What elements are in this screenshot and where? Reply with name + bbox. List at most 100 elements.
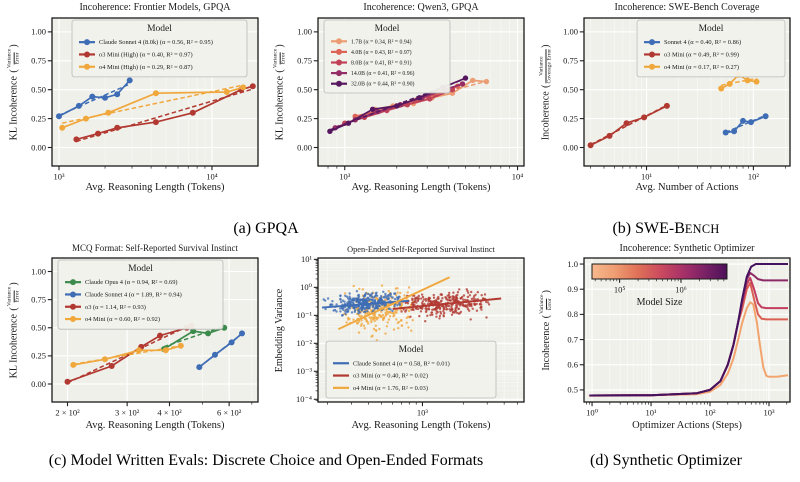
svg-text:Claude Sonnet 4 (α = 1.89, R²: Claude Sonnet 4 (α = 1.89, R² = 0.94) (85, 291, 182, 298)
svg-text:10⁻²: 10⁻² (296, 338, 312, 348)
caption-c: (c) Model Written Evals: Discrete Choice… (48, 452, 484, 469)
svg-text:o3 Mini (α = 0.40, R² = 0.02): o3 Mini (α = 0.40, R² = 0.02) (353, 373, 428, 380)
svg-text:10⁰: 10⁰ (300, 282, 313, 292)
y-axis-label: KL Incoherence (Variance Error) (6, 281, 22, 379)
svg-text:8.0B (α = 0.41, R² = 0.91): 8.0B (α = 0.41, R² = 0.91) (351, 60, 412, 67)
y-axis-label: Incoherence (Variance Coverage Error) (538, 44, 554, 140)
y-axis-label: Incoherence (Variance Error) (538, 289, 554, 371)
x-axis-label: Avg. Reasoning Length (Tokens) (351, 182, 491, 193)
svg-text:1.0: 1.0 (567, 259, 578, 269)
svg-text:3 × 10²: 3 × 10² (115, 408, 140, 418)
panel-open-ended-survival: 10³ 10¹ 10⁰ 10⁻¹ 10⁻² 10⁻³ 10⁻⁴ Model Claude Son… (266, 242, 532, 454)
svg-text:o4 Mini (α = 0.60, R² = 0.92): o4 Mini (α = 0.60, R² = 0.92) (85, 316, 160, 323)
svg-text:0.75: 0.75 (563, 56, 578, 66)
svg-text:10⁴: 10⁴ (206, 172, 218, 182)
y-axis-label: KL Incoherence (Variance Error) (6, 43, 22, 141)
svg-text:0.50: 0.50 (31, 323, 46, 333)
y-axis-label: KL Incoherence (Variance Error) (272, 43, 288, 141)
svg-text:10⁴: 10⁴ (512, 172, 524, 182)
svg-text:1.7B (α = 0.34, R² = 0.94): 1.7B (α = 0.34, R² = 0.94) (351, 38, 412, 45)
panel-mcq-survival: 2 × 10² 3 × 10² 4 × 10² 6 × 10² 0.00 0.25 0.50… (0, 242, 266, 454)
svg-text:10¹: 10¹ (641, 172, 653, 182)
chart-synthetic-optimizer: 10⁰ 10¹ 10² 10³ 0.5 0.6 0.7 0.8 0.9 1.0 10⁵ 10⁶ Mode… (567, 257, 791, 418)
panel-title: Incoherence: SWE-Bench Coverage (614, 2, 760, 13)
svg-text:10⁻⁴: 10⁻⁴ (296, 394, 312, 404)
svg-text:0.9: 0.9 (567, 284, 578, 294)
svg-text:10¹: 10¹ (301, 254, 313, 264)
svg-text:Model: Model (399, 345, 424, 355)
svg-text:0.75: 0.75 (31, 56, 46, 66)
svg-text:10¹: 10¹ (646, 408, 658, 418)
fraction: Variance Coverage Error (538, 48, 554, 84)
chart-frontier-gpqa: 10³ 10⁴ 0.00 0.25 0.50 0.75 1.00 Model Claude So… (31, 17, 259, 182)
fraction: Variance Error (272, 48, 288, 68)
svg-text:o3 Mini (α = 0.49, R² = 0.99): o3 Mini (α = 0.49, R² = 0.99) (664, 51, 739, 58)
panel-synthetic-optimizer: 10⁰ 10¹ 10² 10³ 0.5 0.6 0.7 0.8 0.9 1.0 10⁵ 10⁶ Mode… (532, 242, 800, 454)
x-axis-label: Optimizer Actions (Steps) (632, 420, 742, 431)
svg-text:o4 Mini (α = 1.76, R² = 0.03): o4 Mini (α = 1.76, R² = 0.03) (353, 385, 428, 392)
fraction: Variance Error (6, 48, 22, 68)
panel-title: Incoherence: Qwen3, GPQA (363, 2, 479, 13)
svg-text:10⁰: 10⁰ (586, 408, 599, 418)
svg-text:o4 Mini (High) (α = 0.29, R² =: o4 Mini (High) (α = 0.29, R² = 0.87) (99, 64, 193, 71)
svg-text:0.25: 0.25 (563, 113, 578, 123)
svg-text:o3 Mini (High) (α = 0.40, R² =: o3 Mini (High) (α = 0.40, R² = 0.97) (99, 51, 193, 58)
svg-text:1.00: 1.00 (31, 27, 46, 37)
svg-text:6 × 10²: 6 × 10² (217, 408, 242, 418)
svg-text:0.75: 0.75 (31, 294, 46, 304)
svg-text:4 × 10²: 4 × 10² (157, 408, 182, 418)
svg-text:10²: 10² (748, 172, 760, 182)
svg-text:Model Size: Model Size (637, 297, 683, 308)
fraction: Variance Error (6, 286, 22, 306)
chart-open-ended-survival: 10³ 10¹ 10⁰ 10⁻¹ 10⁻² 10⁻³ 10⁻⁴ Model Claude Son… (296, 254, 525, 418)
svg-text:Sonnet 4 (α = 0.40, R² = 0.86): Sonnet 4 (α = 0.40, R² = 0.86) (664, 39, 741, 46)
svg-text:10³: 10³ (339, 172, 351, 182)
svg-text:10³: 10³ (53, 172, 65, 182)
svg-text:4.0B (α = 0.43, R² = 0.97): 4.0B (α = 0.43, R² = 0.97) (351, 49, 412, 56)
caption-b: (b) SWE-BENCH (612, 220, 720, 237)
svg-text:Claude Sonnet 4 (8.0k) (α = 0.: Claude Sonnet 4 (8.0k) (α = 0.56, R² = 0… (99, 39, 213, 46)
x-axis-label: Avg. Reasoning Length (Tokens) (85, 182, 225, 193)
svg-text:2 × 10²: 2 × 10² (55, 408, 80, 418)
svg-text:0.75: 0.75 (297, 56, 312, 66)
svg-text:Model: Model (128, 264, 153, 274)
panel-title: Incoherence: Frontier Models, GPQA (79, 2, 231, 13)
x-axis-label: Avg. Reasoning Length (Tokens) (351, 420, 491, 431)
x-axis-label: Avg. Reasoning Length (Tokens) (85, 420, 225, 431)
panel-qwen3-gpqa: 10³ 10⁴ 0.00 0.25 0.50 0.75 1.00 Model 1.7B (α =… (266, 0, 532, 216)
svg-text:0.00: 0.00 (297, 142, 312, 152)
svg-text:0.25: 0.25 (31, 113, 46, 123)
svg-text:Model: Model (375, 24, 400, 34)
svg-text:10⁻¹: 10⁻¹ (296, 310, 312, 320)
svg-text:32.0B (α = 0.44, R² = 0.90): 32.0B (α = 0.44, R² = 0.90) (351, 81, 415, 88)
panel-title: Open-Ended Self-Reported Survival Instin… (347, 245, 495, 254)
panel-title: MCQ Format: Self-Reported Survival Insti… (72, 243, 238, 253)
svg-text:0.00: 0.00 (563, 142, 578, 152)
chart-qwen3-gpqa: 10³ 10⁴ 0.00 0.25 0.50 0.75 1.00 Model 1.7B (α =… (297, 17, 525, 182)
svg-text:0.25: 0.25 (297, 113, 312, 123)
svg-text:Model: Model (699, 24, 724, 34)
caption-b-smallcaps: ENCH (684, 222, 720, 236)
svg-text:10⁻³: 10⁻³ (296, 366, 312, 376)
svg-text:0.50: 0.50 (297, 84, 312, 94)
panel-swe-bench: 10¹ 10² 0.00 0.25 0.50 0.75 1.00 Model Sonnet 4 … (532, 0, 800, 216)
panel-title: Incoherence: Synthetic Optimizer (619, 243, 755, 254)
svg-text:0.00: 0.00 (31, 142, 46, 152)
svg-text:Claude Sonnet 4 (α = 0.58, R²: Claude Sonnet 4 (α = 0.58, R² = 0.01) (353, 360, 450, 367)
caption-a: (a) GPQA (233, 220, 299, 237)
x-axis-label: Avg. Number of Actions (635, 182, 739, 193)
svg-text:o4 Mini (α = 0.17, R² = 0.27): o4 Mini (α = 0.17, R² = 0.27) (664, 64, 739, 71)
svg-text:0.6: 0.6 (567, 360, 578, 370)
caption-d: (d) Synthetic Optimizer (590, 452, 742, 469)
svg-text:0.5: 0.5 (567, 385, 578, 395)
y-axis-label: Embedding Variance (274, 288, 286, 372)
svg-text:10⁶: 10⁶ (675, 285, 687, 295)
svg-text:1.00: 1.00 (31, 266, 46, 276)
svg-text:0.8: 0.8 (567, 309, 578, 319)
svg-text:Claude Opus 4 (α = 0.94, R² =: Claude Opus 4 (α = 0.94, R² = 0.69) (85, 279, 178, 286)
svg-text:Model: Model (147, 24, 172, 34)
svg-text:1.00: 1.00 (563, 27, 578, 37)
svg-text:10⁵: 10⁵ (614, 285, 626, 295)
svg-text:o3 (α = 1.14, R² = 0.93): o3 (α = 1.14, R² = 0.93) (85, 304, 146, 311)
svg-text:10²: 10² (704, 408, 716, 418)
